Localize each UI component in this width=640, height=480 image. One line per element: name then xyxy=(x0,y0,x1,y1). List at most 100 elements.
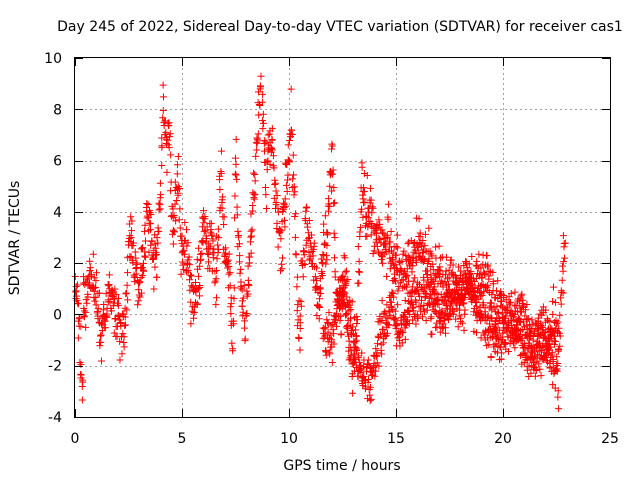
data-point xyxy=(287,85,295,93)
data-point xyxy=(80,313,88,321)
data-point xyxy=(460,299,468,307)
data-point xyxy=(159,106,167,114)
data-point xyxy=(233,203,241,211)
data-point xyxy=(96,342,104,350)
data-point xyxy=(511,344,519,352)
data-point xyxy=(358,349,366,357)
data-point xyxy=(309,252,317,260)
data-point xyxy=(392,242,400,250)
data-point xyxy=(113,323,121,331)
data-point xyxy=(399,250,407,258)
data-point xyxy=(190,308,198,316)
data-point xyxy=(92,277,100,285)
data-point xyxy=(266,160,274,168)
data-point xyxy=(398,339,406,347)
data-point xyxy=(561,239,569,247)
data-point xyxy=(259,125,267,133)
data-point xyxy=(232,160,240,168)
data-point xyxy=(123,306,131,314)
data-point xyxy=(223,257,231,265)
data-point xyxy=(369,204,377,212)
data-point xyxy=(227,310,235,318)
data-point xyxy=(228,339,236,347)
data-point xyxy=(518,351,526,359)
data-point xyxy=(411,274,419,282)
data-point xyxy=(155,199,163,207)
data-point xyxy=(118,350,126,358)
data-point xyxy=(534,324,542,332)
data-point xyxy=(74,299,82,307)
data-point xyxy=(481,271,489,279)
data-point xyxy=(129,239,137,247)
y-tick-label: 2 xyxy=(53,256,62,272)
data-point xyxy=(452,274,460,282)
data-point xyxy=(414,314,422,322)
data-point xyxy=(155,206,163,214)
data-point xyxy=(277,227,285,235)
data-point xyxy=(522,331,530,339)
data-point xyxy=(232,135,240,143)
data-point xyxy=(505,300,513,308)
data-point xyxy=(138,272,146,280)
data-point xyxy=(378,297,386,305)
data-point xyxy=(105,282,113,290)
data-point xyxy=(230,317,238,325)
data-point xyxy=(349,389,357,397)
data-point xyxy=(237,265,245,273)
data-point xyxy=(478,281,486,289)
data-point xyxy=(197,255,205,263)
data-point xyxy=(254,137,262,145)
data-point xyxy=(291,188,299,196)
data-point xyxy=(517,308,525,316)
data-point xyxy=(325,309,333,317)
data-point xyxy=(96,332,104,340)
data-point xyxy=(218,204,226,212)
data-point xyxy=(239,294,247,302)
data-point xyxy=(429,285,437,293)
data-point xyxy=(488,291,496,299)
data-point xyxy=(114,294,122,302)
data-point xyxy=(484,312,492,320)
data-point xyxy=(234,243,242,251)
data-point xyxy=(114,301,122,309)
data-point xyxy=(283,188,291,196)
data-point xyxy=(552,338,560,346)
data-point xyxy=(171,178,179,186)
data-point xyxy=(290,191,298,199)
data-point xyxy=(183,242,191,250)
data-point xyxy=(553,353,561,361)
data-point xyxy=(386,238,394,246)
data-point xyxy=(321,323,329,331)
data-point xyxy=(560,258,568,266)
data-point xyxy=(161,130,169,138)
data-point xyxy=(517,327,525,335)
y-tick-label: 8 xyxy=(53,102,62,118)
data-point xyxy=(353,345,361,353)
data-point xyxy=(128,217,136,225)
data-point xyxy=(475,250,483,258)
data-point xyxy=(534,340,542,348)
data-point xyxy=(343,293,351,301)
data-point xyxy=(247,210,255,218)
data-point xyxy=(391,315,399,323)
data-point xyxy=(187,282,195,290)
data-point xyxy=(523,315,531,323)
data-point xyxy=(489,333,497,341)
data-point xyxy=(176,185,184,193)
data-point xyxy=(549,283,557,291)
data-point xyxy=(394,287,402,295)
data-point xyxy=(82,323,90,331)
data-point xyxy=(458,319,466,327)
data-point xyxy=(354,242,362,250)
data-point xyxy=(172,217,180,225)
data-point xyxy=(536,365,544,373)
data-point xyxy=(148,237,156,245)
data-point xyxy=(301,261,309,269)
data-point xyxy=(239,308,247,316)
data-point xyxy=(286,137,293,145)
data-point xyxy=(375,334,383,342)
data-point xyxy=(87,272,95,280)
data-point xyxy=(454,290,462,298)
data-point xyxy=(214,241,222,249)
data-point xyxy=(368,203,376,211)
